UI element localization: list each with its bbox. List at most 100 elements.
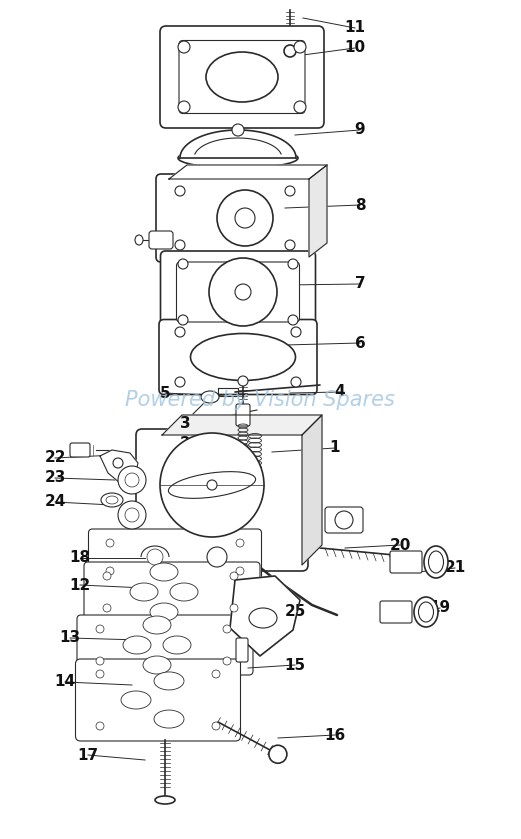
Circle shape <box>103 604 111 612</box>
FancyBboxPatch shape <box>76 659 241 741</box>
Circle shape <box>178 101 190 113</box>
Ellipse shape <box>106 496 118 504</box>
Circle shape <box>96 657 104 665</box>
Ellipse shape <box>135 235 143 245</box>
Ellipse shape <box>143 656 171 674</box>
FancyBboxPatch shape <box>160 251 316 333</box>
Polygon shape <box>162 415 322 435</box>
Circle shape <box>294 41 306 53</box>
Text: 7: 7 <box>355 277 365 291</box>
FancyBboxPatch shape <box>89 529 262 585</box>
Text: 3: 3 <box>180 415 190 430</box>
FancyBboxPatch shape <box>77 615 253 675</box>
Circle shape <box>160 433 264 537</box>
Polygon shape <box>230 576 300 656</box>
Text: 14: 14 <box>54 675 76 690</box>
Ellipse shape <box>206 52 278 102</box>
FancyBboxPatch shape <box>84 562 260 622</box>
FancyBboxPatch shape <box>160 26 324 128</box>
Text: 20: 20 <box>389 538 411 553</box>
Circle shape <box>96 670 104 678</box>
Text: 4: 4 <box>334 384 345 399</box>
Ellipse shape <box>418 602 433 622</box>
Circle shape <box>217 190 273 246</box>
Text: 2: 2 <box>180 435 190 451</box>
Polygon shape <box>302 415 322 565</box>
Circle shape <box>212 722 220 730</box>
FancyBboxPatch shape <box>380 601 412 623</box>
Ellipse shape <box>201 391 219 403</box>
FancyBboxPatch shape <box>325 507 363 533</box>
Circle shape <box>335 511 353 529</box>
Polygon shape <box>218 388 238 396</box>
Ellipse shape <box>191 333 295 381</box>
Circle shape <box>285 240 295 250</box>
Ellipse shape <box>178 148 298 168</box>
Circle shape <box>291 327 301 337</box>
Ellipse shape <box>168 472 256 498</box>
Circle shape <box>238 376 248 386</box>
FancyBboxPatch shape <box>177 262 300 322</box>
Ellipse shape <box>155 796 175 804</box>
Text: 22: 22 <box>44 451 66 466</box>
Text: 5: 5 <box>160 385 170 400</box>
Text: 9: 9 <box>355 122 365 138</box>
Circle shape <box>125 508 139 522</box>
Ellipse shape <box>428 551 443 573</box>
Circle shape <box>96 625 104 633</box>
Text: 1: 1 <box>330 440 340 456</box>
Ellipse shape <box>154 710 184 728</box>
FancyBboxPatch shape <box>179 40 305 113</box>
Text: 17: 17 <box>78 748 98 763</box>
Ellipse shape <box>130 583 158 601</box>
Ellipse shape <box>150 603 178 621</box>
FancyBboxPatch shape <box>390 551 422 573</box>
Circle shape <box>230 604 238 612</box>
FancyBboxPatch shape <box>136 429 308 571</box>
FancyBboxPatch shape <box>159 320 317 394</box>
Circle shape <box>175 186 185 196</box>
Circle shape <box>284 45 296 57</box>
FancyBboxPatch shape <box>156 174 314 262</box>
Circle shape <box>212 670 220 678</box>
Text: 16: 16 <box>325 727 345 743</box>
Ellipse shape <box>269 745 287 763</box>
Circle shape <box>175 377 185 387</box>
Circle shape <box>118 501 146 529</box>
FancyBboxPatch shape <box>149 231 173 249</box>
Ellipse shape <box>414 597 438 627</box>
Ellipse shape <box>150 563 178 581</box>
Circle shape <box>236 567 244 575</box>
Text: 19: 19 <box>429 601 451 616</box>
Circle shape <box>288 315 298 325</box>
Circle shape <box>178 315 188 325</box>
Polygon shape <box>100 450 138 483</box>
Ellipse shape <box>101 493 123 507</box>
Text: 10: 10 <box>344 40 366 55</box>
Ellipse shape <box>154 672 184 690</box>
Circle shape <box>103 572 111 580</box>
Circle shape <box>294 101 306 113</box>
Circle shape <box>285 186 295 196</box>
Ellipse shape <box>123 636 151 654</box>
Circle shape <box>178 259 188 269</box>
Circle shape <box>118 466 146 494</box>
Circle shape <box>235 284 251 300</box>
Text: 12: 12 <box>69 577 91 592</box>
Text: 25: 25 <box>284 605 306 619</box>
Circle shape <box>288 259 298 269</box>
Ellipse shape <box>121 691 151 709</box>
Circle shape <box>175 240 185 250</box>
Text: Powered by Vision Spares: Powered by Vision Spares <box>125 390 395 410</box>
Circle shape <box>235 208 255 228</box>
Text: 18: 18 <box>69 550 91 565</box>
Circle shape <box>223 657 231 665</box>
Circle shape <box>106 539 114 547</box>
Text: 8: 8 <box>355 197 365 212</box>
Circle shape <box>207 480 217 490</box>
Circle shape <box>178 41 190 53</box>
Circle shape <box>175 327 185 337</box>
Text: 23: 23 <box>44 471 66 486</box>
FancyBboxPatch shape <box>236 404 250 426</box>
Polygon shape <box>180 130 296 158</box>
